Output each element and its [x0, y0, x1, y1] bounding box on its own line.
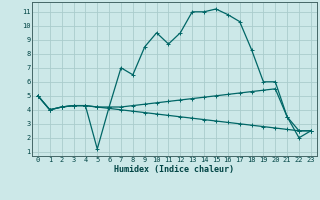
X-axis label: Humidex (Indice chaleur): Humidex (Indice chaleur)	[115, 165, 234, 174]
